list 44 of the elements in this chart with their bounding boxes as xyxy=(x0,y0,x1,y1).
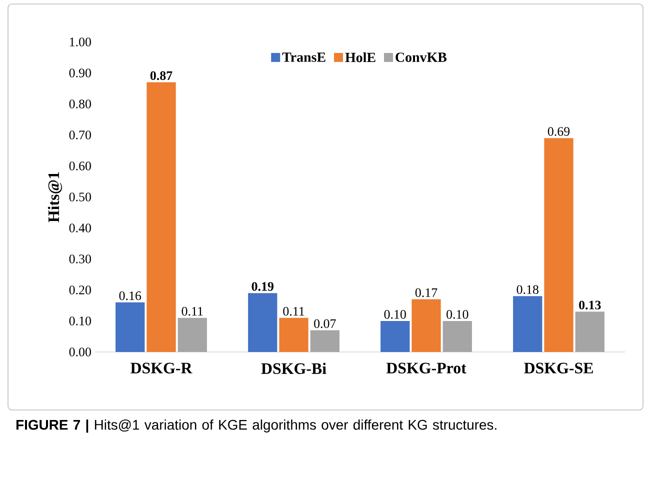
y-tick-label: 0.10 xyxy=(69,316,91,326)
bar xyxy=(248,293,278,352)
data-label: 0.87 xyxy=(150,71,172,80)
x-tick-label: DSKG-SE xyxy=(524,362,593,374)
bar xyxy=(178,318,207,352)
data-label: 0.07 xyxy=(314,319,336,328)
data-label: 0.17 xyxy=(415,288,438,298)
y-tick-label: 0.00 xyxy=(69,348,91,356)
data-label: 0.69 xyxy=(548,127,570,136)
y-tick-label: 0.60 xyxy=(69,162,91,170)
y-tick-label: 0.70 xyxy=(69,130,91,140)
y-tick-label: 1.00 xyxy=(70,38,91,46)
y-tick-label: 0.90 xyxy=(69,68,91,78)
data-label: 0.18 xyxy=(516,285,538,294)
x-tick-label: DSKG-Prot xyxy=(386,362,466,374)
bar xyxy=(544,138,574,352)
bar xyxy=(442,320,472,352)
bar xyxy=(310,330,340,352)
x-tick-label: DSKG-Bi xyxy=(261,362,326,374)
bar xyxy=(279,318,308,352)
bar xyxy=(116,302,145,352)
bar xyxy=(575,312,604,352)
y-tick-label: 0.50 xyxy=(69,192,91,202)
y-tick-label: 0.40 xyxy=(69,224,91,232)
text: FIGURE 7 | Hits@1 variation of KGE algorithms over different KG structures. xyxy=(16,420,496,433)
data-label: 0.16 xyxy=(119,291,142,300)
data-label: 0.10 xyxy=(446,310,468,319)
y-tick-label: 0.20 xyxy=(69,286,91,294)
legend-label: HolE xyxy=(345,52,376,62)
data-label: 0.11 xyxy=(283,306,304,316)
bar xyxy=(146,82,176,352)
data-label: 0.19 xyxy=(252,282,274,291)
bar xyxy=(412,299,441,352)
bar xyxy=(513,296,542,352)
x-tick-label: DSKG-R xyxy=(130,362,192,374)
y-axis-title: Hits@1 xyxy=(48,172,62,222)
data-label: 0.13 xyxy=(579,300,601,310)
data-label: 0.11 xyxy=(182,306,203,316)
bar xyxy=(380,320,410,352)
legend-label: ConvKB xyxy=(396,52,447,62)
data-label: 0.10 xyxy=(384,310,406,319)
y-tick-label: 0.30 xyxy=(69,254,91,264)
y-tick-label: 0.80 xyxy=(69,100,91,108)
legend-label: TransE xyxy=(282,52,326,62)
